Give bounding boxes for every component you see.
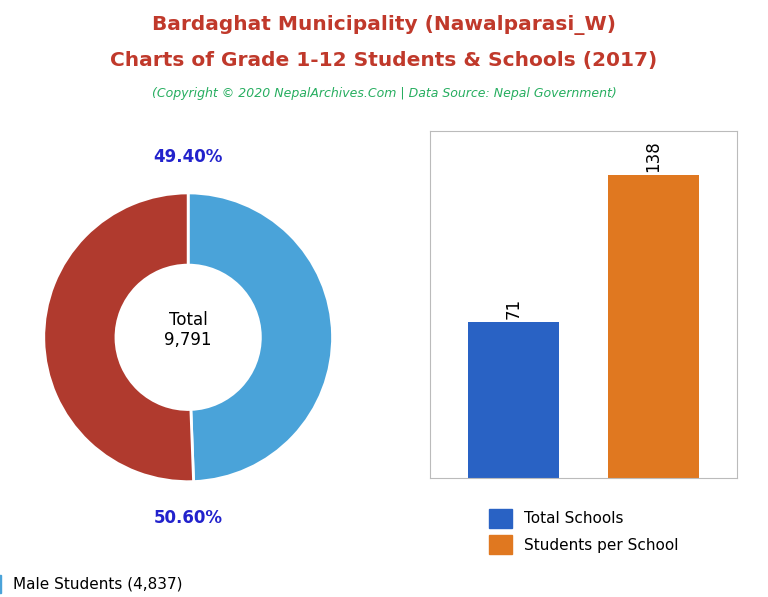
Text: 71: 71 bbox=[505, 297, 523, 319]
Bar bbox=[608, 175, 699, 478]
Text: Charts of Grade 1-12 Students & Schools (2017): Charts of Grade 1-12 Students & Schools … bbox=[111, 51, 657, 70]
Bar bbox=[468, 322, 559, 478]
Wedge shape bbox=[44, 193, 194, 482]
Text: (Copyright © 2020 NepalArchives.Com | Data Source: Nepal Government): (Copyright © 2020 NepalArchives.Com | Da… bbox=[151, 87, 617, 100]
Text: 50.60%: 50.60% bbox=[154, 509, 223, 527]
Legend: Male Students (4,837), Female Students (4,954): Male Students (4,837), Female Students (… bbox=[0, 568, 208, 597]
Text: 138: 138 bbox=[644, 140, 663, 172]
Text: Bardaghat Municipality (Nawalparasi_W): Bardaghat Municipality (Nawalparasi_W) bbox=[152, 15, 616, 35]
Text: Total
9,791: Total 9,791 bbox=[164, 310, 212, 349]
Text: 49.40%: 49.40% bbox=[154, 148, 223, 166]
Legend: Total Schools, Students per School: Total Schools, Students per School bbox=[483, 503, 684, 560]
Wedge shape bbox=[188, 193, 333, 482]
